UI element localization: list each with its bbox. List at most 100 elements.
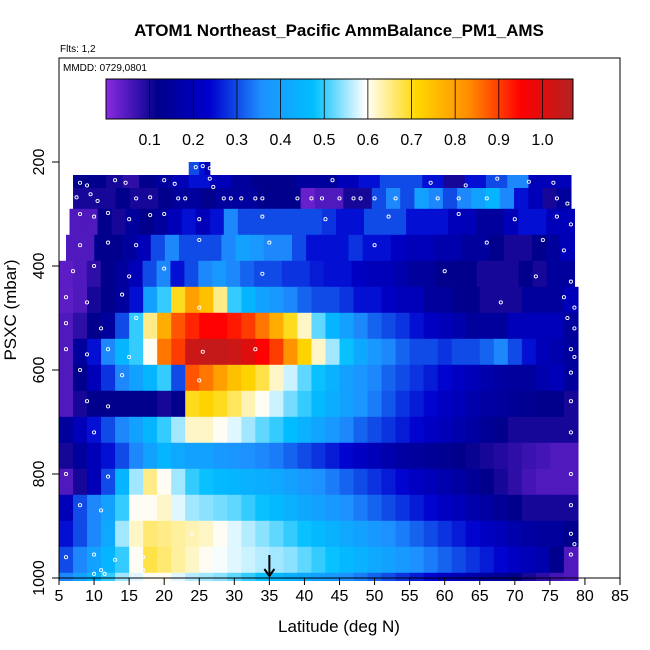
heatmap-cell <box>311 572 327 581</box>
sample-point <box>106 474 111 479</box>
heatmap-cell <box>73 188 88 210</box>
heatmap-cell <box>381 520 397 548</box>
sample-point <box>498 300 503 305</box>
heatmap-cell <box>490 260 506 288</box>
flights-note: Flts: 1,2 <box>60 44 96 55</box>
heatmap-cell <box>433 234 448 262</box>
heatmap-cell <box>101 520 116 548</box>
heatmap-cell <box>283 442 299 470</box>
heatmap-cell <box>560 234 576 262</box>
heatmap-cell <box>563 338 579 366</box>
heatmap-cell <box>542 188 558 210</box>
heatmap-cell <box>409 416 425 444</box>
heatmap-cell <box>311 546 327 574</box>
sample-point <box>120 373 125 378</box>
heatmap-cell <box>507 520 523 548</box>
heatmap-cell <box>423 520 439 548</box>
heatmap-cell <box>297 312 313 340</box>
heatmap-cell <box>451 442 467 470</box>
heatmap-cell <box>269 338 284 366</box>
sample-point <box>572 305 577 310</box>
sample-point <box>568 471 573 477</box>
heatmap-cell <box>521 416 537 444</box>
heatmap-cell <box>437 520 453 548</box>
heatmap-cell <box>157 390 172 418</box>
heatmap-cell <box>457 188 472 210</box>
heatmap-cell <box>451 468 467 496</box>
heatmap-cell <box>409 468 425 496</box>
heatmap-cell <box>514 188 529 210</box>
heatmap-cell <box>87 468 102 496</box>
heatmap-cell <box>507 364 523 392</box>
sample-point <box>533 274 538 279</box>
heatmap-cell <box>157 494 172 522</box>
heatmap-cell <box>115 572 130 581</box>
heatmap-cell <box>493 312 509 340</box>
heatmap-cell <box>255 572 270 581</box>
heatmap-cell <box>311 442 327 470</box>
sample-point <box>428 180 433 185</box>
heatmap-cell <box>353 442 369 470</box>
heatmap-cell <box>171 312 186 340</box>
heatmap-cell <box>479 312 495 340</box>
heatmap-cell <box>108 234 124 262</box>
heatmap-cell <box>339 572 355 581</box>
latitude-marker-arrow <box>263 555 276 578</box>
heatmap-cell <box>335 208 351 236</box>
heatmap-cell <box>215 188 231 210</box>
heatmap-cell <box>128 260 144 288</box>
heatmap-cell <box>549 175 572 189</box>
heatmap-cell <box>549 468 565 496</box>
heatmap-cell <box>451 416 467 444</box>
heatmap-cell <box>353 312 369 340</box>
heatmap-cell <box>381 468 397 496</box>
heatmap-cell <box>563 390 579 418</box>
heatmap-cell <box>209 208 225 236</box>
heatmap-cell <box>171 442 186 470</box>
sample-point <box>319 196 325 201</box>
heatmap-cell <box>87 572 102 581</box>
heatmap-cell <box>209 175 232 189</box>
heatmap-cell <box>367 572 383 581</box>
heatmap-cell <box>283 286 299 314</box>
heatmap-cell <box>521 364 537 392</box>
sample-point <box>99 508 104 513</box>
heatmap-cell <box>476 260 492 288</box>
heatmap-cell <box>59 312 74 340</box>
sample-point <box>540 237 545 243</box>
heatmap-cell <box>227 494 242 522</box>
heatmap-cell <box>129 390 144 418</box>
heatmap-cell <box>157 572 172 581</box>
heatmap-cell <box>186 188 202 210</box>
heatmap-cell <box>188 162 195 176</box>
heatmap-cell <box>546 260 562 288</box>
heatmap-cell <box>325 520 341 548</box>
sample-point <box>393 196 398 201</box>
heatmap-cell <box>153 208 169 236</box>
heatmap-cell <box>451 494 467 522</box>
heatmap-cell <box>367 546 383 574</box>
sample-point <box>260 196 265 201</box>
heatmap-cell <box>283 572 299 581</box>
heatmap-cell <box>507 390 523 418</box>
sample-point <box>74 195 79 200</box>
heatmap-cell <box>297 338 313 366</box>
sample-point <box>85 352 90 357</box>
sample-point <box>113 178 118 183</box>
heatmap-cell <box>269 312 284 340</box>
heatmap-cell <box>442 188 458 210</box>
heatmap-cell <box>353 364 369 392</box>
heatmap-cell <box>409 572 425 581</box>
colorbar-tick-label: 0.4 <box>269 132 291 149</box>
colorbar-tick-label: 0.7 <box>400 132 422 149</box>
heatmap-cell <box>381 494 397 522</box>
heatmap-cell <box>252 175 275 189</box>
heatmap-cell <box>241 520 256 548</box>
sample-point <box>172 181 177 186</box>
heatmap-cell <box>521 468 537 496</box>
heatmap-cell <box>535 364 551 392</box>
sample-point <box>176 196 181 201</box>
heatmap-cell <box>241 416 256 444</box>
heatmap-cell <box>226 260 241 288</box>
sample-point <box>134 196 139 201</box>
